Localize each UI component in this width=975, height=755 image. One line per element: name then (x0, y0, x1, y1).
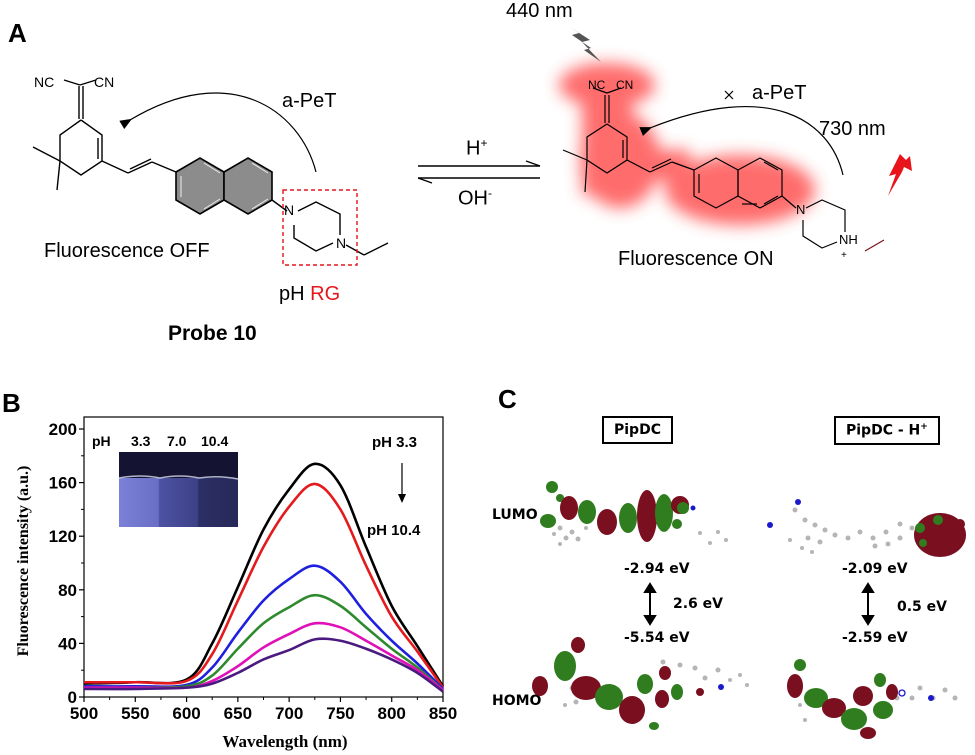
rg-highlight: RG (310, 283, 341, 305)
fluorescence-off-label: Fluorescence OFF (44, 240, 210, 262)
lightning-440-icon (570, 27, 601, 62)
atom-n1-right: N (796, 202, 806, 217)
x-tick-label: 600 (172, 704, 200, 723)
protonated-molecule (562, 87, 885, 252)
y-tick-label: 40 (58, 634, 77, 653)
pipdc-title-box: PipDC (602, 416, 673, 444)
x-tick-label: 550 (121, 704, 149, 723)
spectrum-line (83, 564, 444, 690)
x-tick-label: 800 (378, 704, 406, 723)
annotation-ph-high: pH 3.3 (372, 434, 418, 451)
panel-b-letter: B (2, 388, 21, 418)
homo-pipdc-h-orbital (787, 659, 958, 739)
equilibrium-forward: H+ (466, 136, 488, 160)
panel-c-letter: C (498, 384, 517, 414)
x-tick-label: 850 (429, 704, 457, 723)
inset-ph-value-1: 3.3 (131, 433, 151, 449)
spectrum-line (83, 482, 445, 689)
y-tick-label: 80 (58, 581, 77, 600)
spectrum-line (83, 621, 444, 692)
naphthalene-core (175, 157, 273, 215)
gap-arrow-pipdc (643, 582, 657, 626)
fluorescence-on-label: Fluorescence ON (618, 248, 774, 270)
lumo-pipdc-h-orbital (767, 499, 966, 557)
x-axis: 500 550 600 650 700 750 800 850 (70, 697, 457, 723)
spectrum-line (83, 593, 444, 692)
probe-name: Probe 10 (168, 322, 257, 345)
lightning-730-icon (888, 154, 912, 196)
lumo-row-label: LUMO (492, 507, 538, 523)
atom-nh-right: NH (839, 232, 858, 247)
apet-label-left: a-PeT (282, 90, 337, 112)
atom-n1-left: N (284, 202, 295, 218)
equilibrium-arrows (417, 160, 541, 184)
pipdc-h-title-box: PipDC - H+ (834, 416, 940, 445)
y-tick-label: 160 (49, 474, 77, 493)
y-tick-label: 120 (49, 527, 77, 546)
fluorescence-spectrum-chart: 0 40 80 120 160 200 500 550 600 650 700 750 800 850 (49, 416, 457, 723)
y-axis: 0 40 80 120 160 200 (49, 420, 84, 707)
probe-10-molecule (32, 79, 177, 191)
blocked-cross-icon (724, 90, 734, 100)
annotation-ph-low: pH 10.4 (367, 522, 421, 539)
panel-a-scheme (32, 27, 912, 266)
atom-nc-right: NC (588, 78, 606, 92)
x-tick-label: 500 (70, 704, 98, 723)
atom-cn-right: CN (616, 78, 634, 92)
pipdc-homo-energy: -5.54 eV (624, 630, 690, 646)
x-axis-label: Wavelength (nm) (222, 732, 348, 751)
y-axis-label-wrap: Fluorescence intensity (a.u.) (14, 430, 34, 696)
x-tick-label: 650 (224, 704, 252, 723)
y-axis-label: Fluorescence intensity (a.u.) (15, 465, 32, 657)
ph-rg-label: pH RG (279, 283, 341, 305)
inset-vial-photo (118, 452, 239, 527)
y-tick-label: 0 (68, 688, 77, 707)
homo-row-label: HOMO (492, 693, 542, 709)
ph-receptor-box (282, 189, 358, 266)
orbital-diagrams (532, 481, 966, 739)
apet-arrow-left (119, 92, 317, 173)
trend-arrow-head (398, 494, 406, 503)
piperazine-ring (271, 199, 389, 256)
emission-label: 730 nm (819, 118, 886, 140)
fluorescence-glow (559, 63, 815, 225)
spectra-curves (83, 462, 445, 693)
x-tick-label: 750 (326, 704, 354, 723)
atom-n2-left: N (336, 235, 347, 251)
pipdc-h-gap: 0.5 eV (897, 599, 948, 615)
atom-plus-right: + (841, 250, 847, 261)
apet-label-right: a-PeT (752, 82, 807, 104)
atom-nc-left: NC (34, 74, 55, 90)
excitation-label: 440 nm (506, 0, 573, 22)
inset-ph-label: pH (92, 433, 111, 449)
pipdc-h-lumo-energy: -2.09 eV (842, 561, 908, 577)
x-tick-label: 700 (275, 704, 303, 723)
pipdc-lumo-energy: -2.94 eV (624, 561, 690, 577)
equilibrium-reverse: OH- (458, 186, 492, 210)
panel-a-letter: A (8, 18, 27, 48)
inset-ph-value-3: 10.4 (201, 433, 229, 449)
gap-arrow-pipdc-h (861, 582, 875, 626)
pipdc-gap: 2.6 eV (673, 596, 724, 612)
y-tick-label: 200 (49, 420, 77, 439)
pipdc-h-homo-energy: -2.59 eV (842, 630, 908, 646)
atom-cn-left: CN (94, 74, 115, 90)
spectrum-line (83, 637, 444, 693)
lumo-pipdc-orbital (540, 481, 728, 546)
homo-pipdc-orbital (532, 637, 749, 730)
apet-arrow-blocked (639, 106, 844, 176)
inset-ph-value-2: 7.0 (167, 433, 187, 449)
